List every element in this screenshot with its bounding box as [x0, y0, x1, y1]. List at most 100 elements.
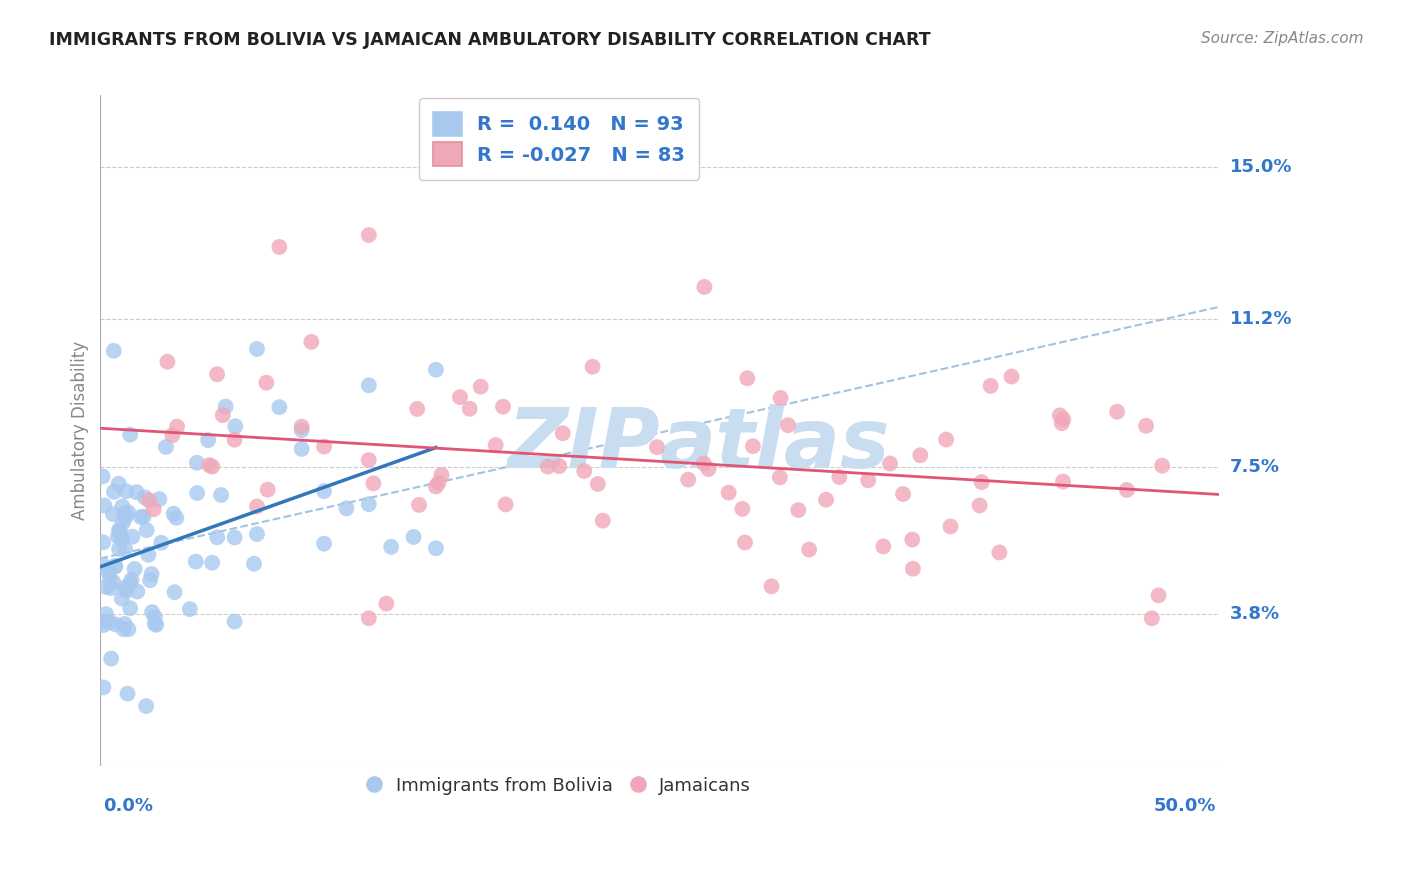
Text: 11.2%: 11.2% [1230, 310, 1292, 328]
Point [548, 458, 571, 473]
Point [246, 527, 269, 541]
Point [357, 611, 380, 625]
Point [141, 567, 163, 582]
Point [104, 617, 127, 632]
Point [186, 486, 208, 500]
Point [357, 378, 380, 392]
Point [408, 498, 430, 512]
Point [107, 476, 129, 491]
Point [430, 467, 453, 482]
Point [141, 605, 163, 619]
Point [980, 379, 1002, 393]
Point [246, 500, 269, 514]
Point [901, 562, 924, 576]
Point [136, 548, 159, 562]
Point [1135, 418, 1157, 433]
Point [201, 459, 224, 474]
Point [299, 334, 322, 349]
Point [537, 459, 560, 474]
Point [114, 617, 136, 632]
Point [291, 442, 314, 456]
Point [769, 391, 792, 405]
Point [910, 448, 932, 462]
Point [742, 439, 765, 453]
Point [112, 622, 135, 636]
Point [108, 523, 131, 537]
Point [592, 514, 614, 528]
Point [243, 557, 266, 571]
Point [787, 503, 810, 517]
Point [224, 615, 246, 629]
Point [127, 584, 149, 599]
Point [135, 523, 157, 537]
Point [645, 440, 668, 454]
Point [104, 559, 127, 574]
Text: atlas: atlas [659, 403, 890, 484]
Point [988, 545, 1011, 559]
Point [91, 469, 114, 483]
Point [121, 573, 143, 587]
Point [693, 280, 716, 294]
Point [935, 433, 957, 447]
Point [165, 511, 187, 525]
Point [1140, 611, 1163, 625]
Text: 7.5%: 7.5% [1230, 458, 1279, 475]
Point [224, 531, 246, 545]
Point [269, 240, 291, 254]
Point [551, 426, 574, 441]
Point [380, 540, 402, 554]
Point [969, 499, 991, 513]
Point [858, 473, 880, 487]
Point [101, 507, 124, 521]
Point [291, 423, 314, 437]
Point [205, 368, 228, 382]
Point [1115, 483, 1137, 497]
Point [148, 491, 170, 506]
Point [166, 419, 188, 434]
Point [132, 509, 155, 524]
Point [155, 440, 177, 454]
Point [103, 484, 125, 499]
Point [224, 419, 246, 434]
Point [581, 359, 603, 374]
Point [1049, 409, 1071, 423]
Text: IMMIGRANTS FROM BOLIVIA VS JAMAICAN AMBULATORY DISABILITY CORRELATION CHART: IMMIGRANTS FROM BOLIVIA VS JAMAICAN AMBU… [49, 31, 931, 49]
Text: 3.8%: 3.8% [1230, 606, 1281, 624]
Point [91, 535, 114, 549]
Point [103, 575, 125, 590]
Point [114, 541, 136, 556]
Point [256, 483, 278, 497]
Point [970, 475, 993, 490]
Point [114, 507, 136, 521]
Text: Source: ZipAtlas.com: Source: ZipAtlas.com [1201, 31, 1364, 46]
Point [357, 227, 380, 242]
Point [93, 499, 115, 513]
Point [162, 507, 184, 521]
Point [143, 616, 166, 631]
Point [111, 591, 134, 606]
Point [312, 440, 335, 454]
Point [246, 342, 269, 356]
Text: ZIP: ZIP [508, 403, 659, 484]
Point [115, 583, 138, 598]
Point [470, 380, 492, 394]
Point [731, 502, 754, 516]
Point [761, 579, 783, 593]
Point [1107, 405, 1129, 419]
Point [125, 485, 148, 500]
Point [138, 493, 160, 508]
Point [1052, 475, 1074, 489]
Text: 0.0%: 0.0% [103, 797, 153, 814]
Point [120, 427, 142, 442]
Point [201, 556, 224, 570]
Point [901, 533, 924, 547]
Point [198, 458, 221, 472]
Point [209, 488, 232, 502]
Point [111, 500, 134, 514]
Text: 50.0%: 50.0% [1154, 797, 1216, 814]
Point [1050, 416, 1073, 430]
Point [676, 473, 699, 487]
Point [108, 542, 131, 557]
Point [815, 492, 838, 507]
Point [312, 484, 335, 499]
